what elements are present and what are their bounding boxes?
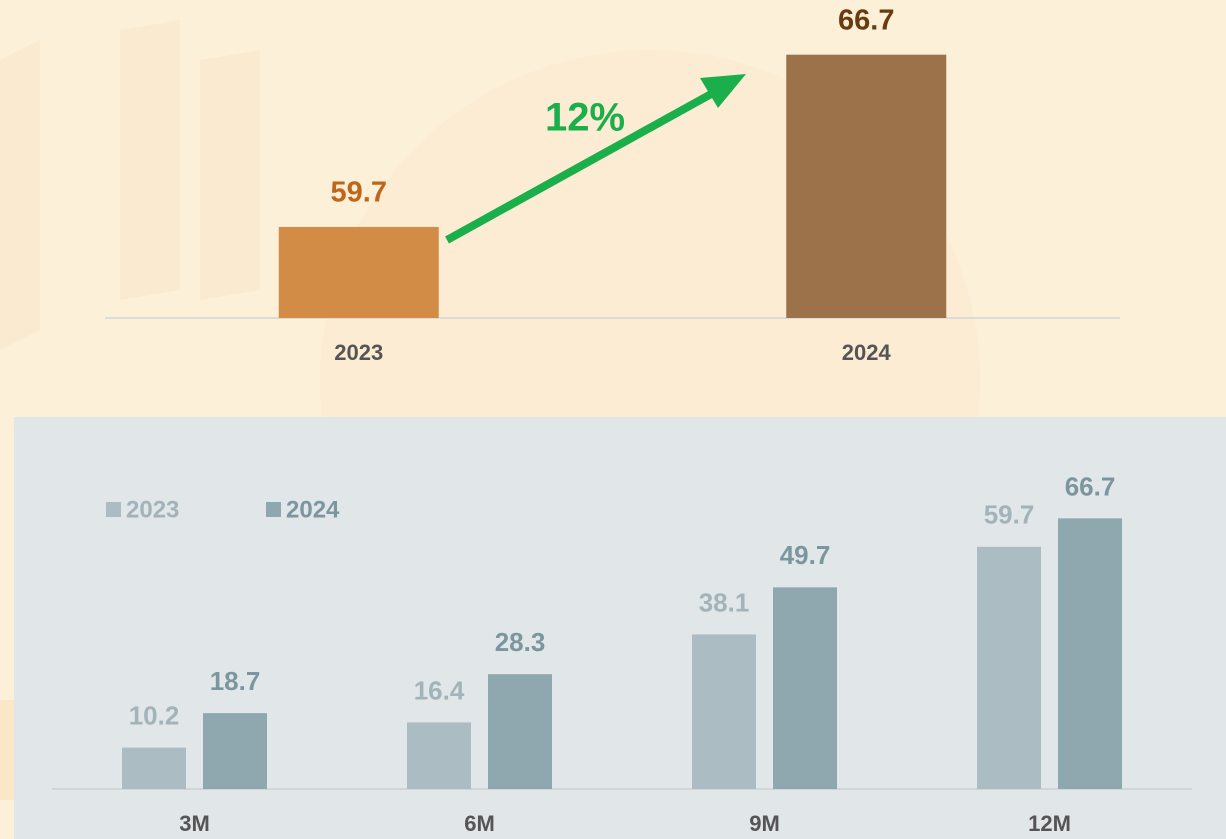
bar	[786, 55, 946, 318]
bar	[692, 634, 756, 789]
bar	[203, 713, 267, 789]
value-label: 59.7	[984, 500, 1035, 530]
x-tick-label: 9M	[749, 811, 780, 836]
bar	[773, 587, 837, 789]
bar	[122, 748, 186, 789]
value-label: 59.7	[331, 177, 387, 209]
bar	[279, 227, 439, 318]
bar	[488, 674, 552, 789]
value-label: 18.7	[210, 666, 261, 696]
annotation: 12%	[545, 96, 625, 140]
value-label: 10.2	[129, 700, 180, 730]
legend-label: 2023	[126, 496, 179, 523]
bar	[1058, 518, 1122, 789]
legend-swatch	[106, 502, 121, 517]
legend-label: 2024	[286, 496, 340, 523]
x-tick-label: 2023	[334, 340, 383, 365]
value-label: 49.7	[780, 540, 831, 570]
x-tick-label: 3M	[179, 811, 210, 836]
x-tick-label: 2024	[842, 340, 892, 365]
x-tick-label: 6M	[464, 811, 495, 836]
x-tick-label: 12M	[1028, 811, 1071, 836]
panel	[14, 417, 1226, 839]
bar	[407, 722, 471, 789]
value-label: 38.1	[699, 587, 750, 617]
page: 12% 59.7 2023 66.7 2024 3M 10.2 18.7 6M 16.4 28.3…	[0, 0, 1226, 839]
value-label: 28.3	[495, 627, 546, 657]
bar	[977, 547, 1041, 789]
value-label: 66.7	[1065, 471, 1116, 501]
legend-swatch	[266, 502, 281, 517]
value-label: 16.4	[414, 675, 465, 705]
value-label: 66.7	[838, 4, 894, 36]
chart: 12% 59.7 2023 66.7 2024 3M 10.2 18.7 6M 16.4 28.3…	[0, 0, 1226, 839]
